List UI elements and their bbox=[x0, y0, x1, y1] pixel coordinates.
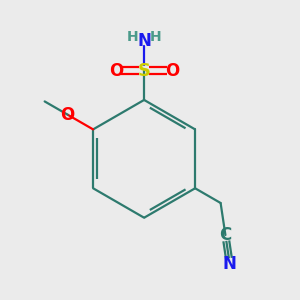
Text: O: O bbox=[61, 106, 75, 124]
Text: N: N bbox=[137, 32, 151, 50]
Text: O: O bbox=[109, 61, 123, 80]
Text: S: S bbox=[138, 61, 151, 80]
Text: H: H bbox=[149, 30, 161, 44]
Text: H: H bbox=[127, 30, 139, 44]
Text: N: N bbox=[223, 255, 237, 273]
Text: O: O bbox=[165, 61, 179, 80]
Text: C: C bbox=[219, 226, 232, 244]
